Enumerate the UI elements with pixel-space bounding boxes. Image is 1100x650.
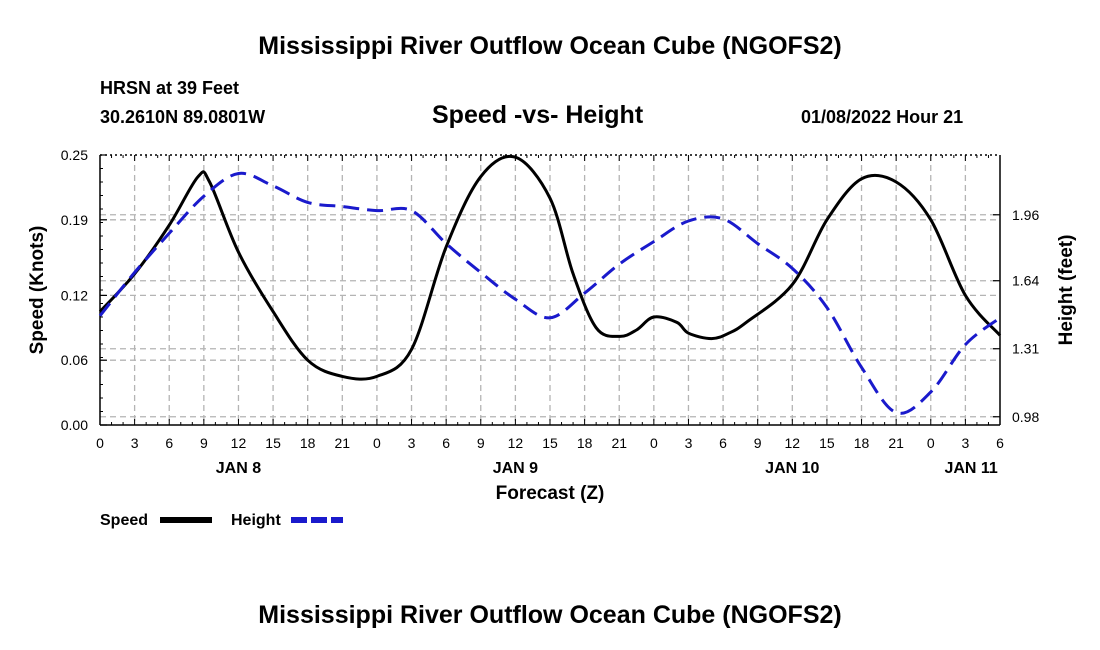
coordinates-label: 30.2610N 89.0801W [100,107,266,127]
x-day-label: JAN 9 [493,460,538,477]
x-tick-label: 21 [611,435,627,451]
chart-subtitle: Speed -vs- Height [432,101,644,129]
datetime-label: 01/08/2022 Hour 21 [801,107,964,127]
x-tick-label: 3 [131,435,139,451]
x-tick-label: 18 [577,435,593,451]
x-tick-label: 18 [854,435,870,451]
x-tick-label: 9 [477,435,485,451]
y-tick-label: 0.19 [61,212,88,228]
x-tick-label: 6 [165,435,173,451]
x-day-label: JAN 8 [216,460,261,477]
x-tick-label: 18 [300,435,316,451]
x-tick-label: 3 [408,435,416,451]
x-tick-label: 15 [265,435,281,451]
x-tick-label: 12 [508,435,524,451]
x-tick-label: 3 [961,435,969,451]
y2-tick-label: 1.96 [1012,207,1039,223]
legend-label-speed: Speed [100,512,148,529]
y2-tick-label: 0.98 [1012,409,1039,425]
x-tick-label: 15 [819,435,835,451]
x-axis-title: Forecast (Z) [496,483,605,504]
legend-label-height: Height [231,512,281,529]
x-tick-label: 9 [200,435,208,451]
station-label: HRSN at 39 Feet [100,78,240,98]
y2-tick-label: 1.64 [1012,273,1039,289]
x-tick-label: 9 [754,435,762,451]
y-tick-label: 0.06 [61,352,88,368]
x-tick-label: 3 [685,435,693,451]
x-tick-label: 0 [927,435,935,451]
x-tick-label: 0 [650,435,658,451]
x-tick-label: 21 [888,435,904,451]
y-axis-title: Speed (Knots) [27,226,48,355]
y2-axis-title: Height (feet) [1056,235,1077,346]
y-tick-label: 0.12 [61,287,88,303]
x-tick-label: 12 [785,435,801,451]
x-tick-label: 6 [719,435,727,451]
y-tick-label: 0.00 [61,417,88,433]
x-day-label: JAN 11 [944,460,997,477]
x-tick-label: 6 [996,435,1004,451]
height-series-line [98,171,1001,415]
x-tick-label: 12 [231,435,247,451]
chart-title: Mississippi River Outflow Ocean Cube (NG… [258,32,842,60]
footer-title: Mississippi River Outflow Ocean Cube (NG… [258,601,842,629]
x-tick-label: 21 [335,435,351,451]
x-tick-label: 6 [442,435,450,451]
x-tick-label: 0 [96,435,104,451]
x-tick-label: 0 [373,435,381,451]
x-day-label: JAN 10 [765,460,819,477]
speed-series-line [98,154,1002,381]
y-tick-label: 0.25 [61,147,88,163]
x-tick-label: 15 [542,435,558,451]
y2-tick-label: 1.31 [1012,341,1039,357]
